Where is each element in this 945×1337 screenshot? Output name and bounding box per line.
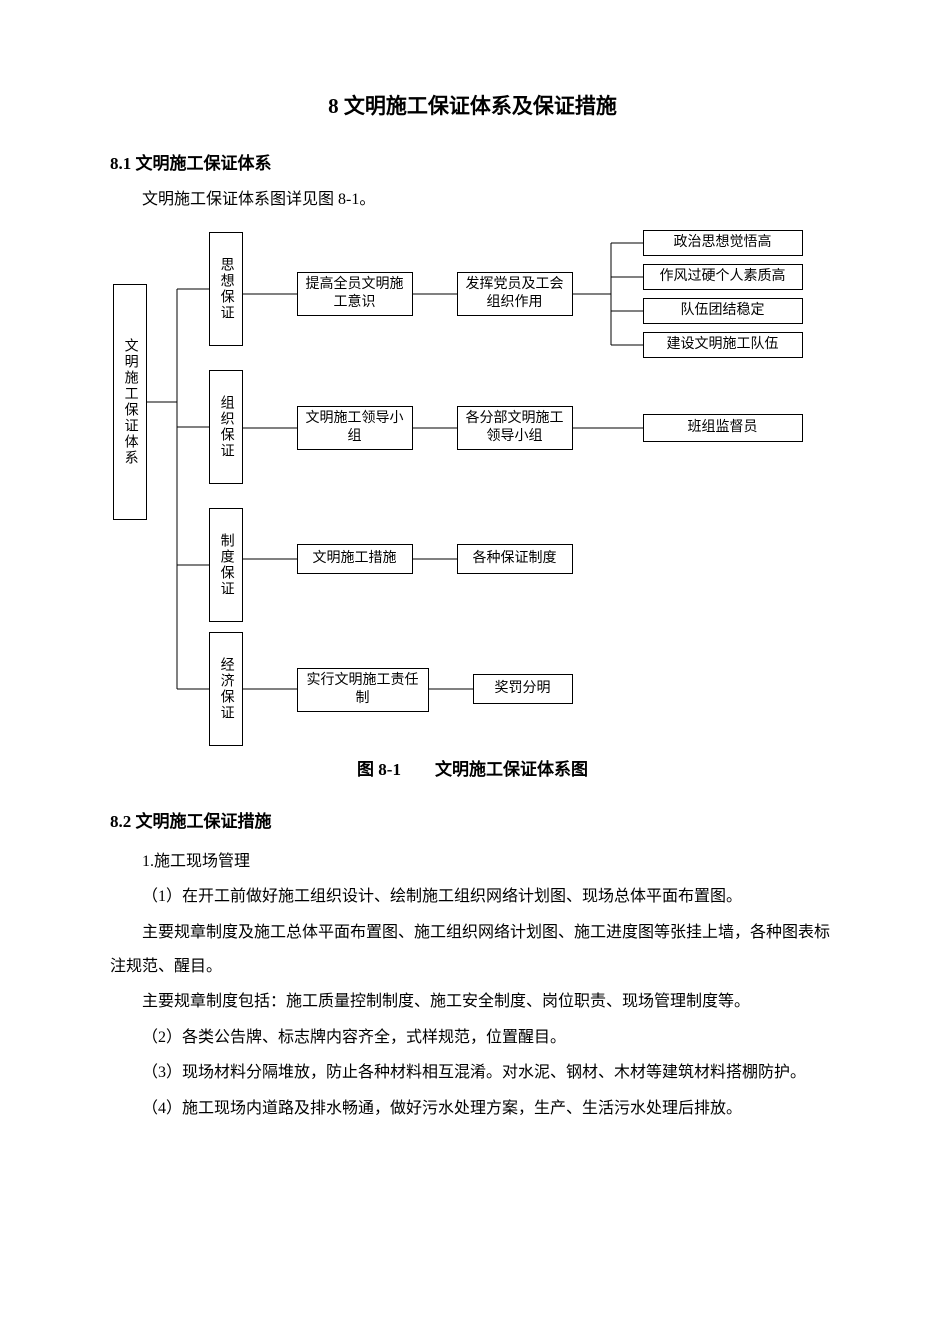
- section-intro-text: 文明施工保证体系图详见图 8-1。: [110, 187, 835, 213]
- flow-node-b1leaf1: 政治思想觉悟高: [643, 230, 803, 256]
- paragraph-5: （3）现场材料分隔堆放，防止各种材料相互混淆。对水泥、钢材、木材等建筑材料搭棚防…: [110, 1056, 835, 1090]
- flow-node-b4c1: 实行文明施工责任制: [297, 668, 429, 712]
- flow-node-b1c1: 提高全员文明施工意识: [297, 272, 413, 316]
- paragraph-4: （2）各类公告牌、标志牌内容齐全，式样规范，位置醒目。: [110, 1021, 835, 1055]
- flow-node-b1leaf2: 作风过硬个人素质高: [643, 264, 803, 290]
- flow-node-b2: 组织保证: [209, 370, 243, 484]
- flow-node-b4: 经济保证: [209, 632, 243, 746]
- sub-heading-1: 1.施工现场管理: [110, 845, 835, 879]
- flow-node-b2c1: 文明施工领导小组: [297, 406, 413, 450]
- flow-node-b1c2: 发挥党员及工会组织作用: [457, 272, 573, 316]
- flow-node-b2c3: 班组监督员: [643, 414, 803, 442]
- flow-node-b1leaf3: 队伍团结稳定: [643, 298, 803, 324]
- paragraph-6: （4）施工现场内道路及排水畅通，做好污水处理方案，生产、生活污水处理后排放。: [110, 1092, 835, 1126]
- flow-node-b1leaf4: 建设文明施工队伍: [643, 332, 803, 358]
- flow-node-b2c2: 各分部文明施工领导小组: [457, 406, 573, 450]
- section-heading-8-2: 8.2 文明施工保证措施: [110, 808, 835, 835]
- figure-caption: 图 8-1 文明施工保证体系图: [110, 756, 835, 783]
- flow-node-b1: 思想保证: [209, 232, 243, 346]
- page-title: 8 文明施工保证体系及保证措施: [110, 90, 835, 124]
- paragraph-3: 主要规章制度包括：施工质量控制制度、施工安全制度、岗位职责、现场管理制度等。: [110, 985, 835, 1019]
- section-heading-8-1: 8.1 文明施工保证体系: [110, 150, 835, 177]
- flowchart-figure-8-1: 文明施工保证体系思想保证组织保证制度保证经济保证提高全员文明施工意识发挥党员及工…: [113, 222, 833, 732]
- flow-node-b3c2: 各种保证制度: [457, 544, 573, 574]
- flow-node-root: 文明施工保证体系: [113, 284, 147, 520]
- paragraph-2: 主要规章制度及施工总体平面布置图、施工组织网络计划图、施工进度图等张挂上墙，各种…: [110, 916, 835, 983]
- flow-node-b4c2: 奖罚分明: [473, 674, 573, 704]
- flow-node-b3c1: 文明施工措施: [297, 544, 413, 574]
- paragraph-1: （1）在开工前做好施工组织设计、绘制施工组织网络计划图、现场总体平面布置图。: [110, 880, 835, 914]
- flow-node-b3: 制度保证: [209, 508, 243, 622]
